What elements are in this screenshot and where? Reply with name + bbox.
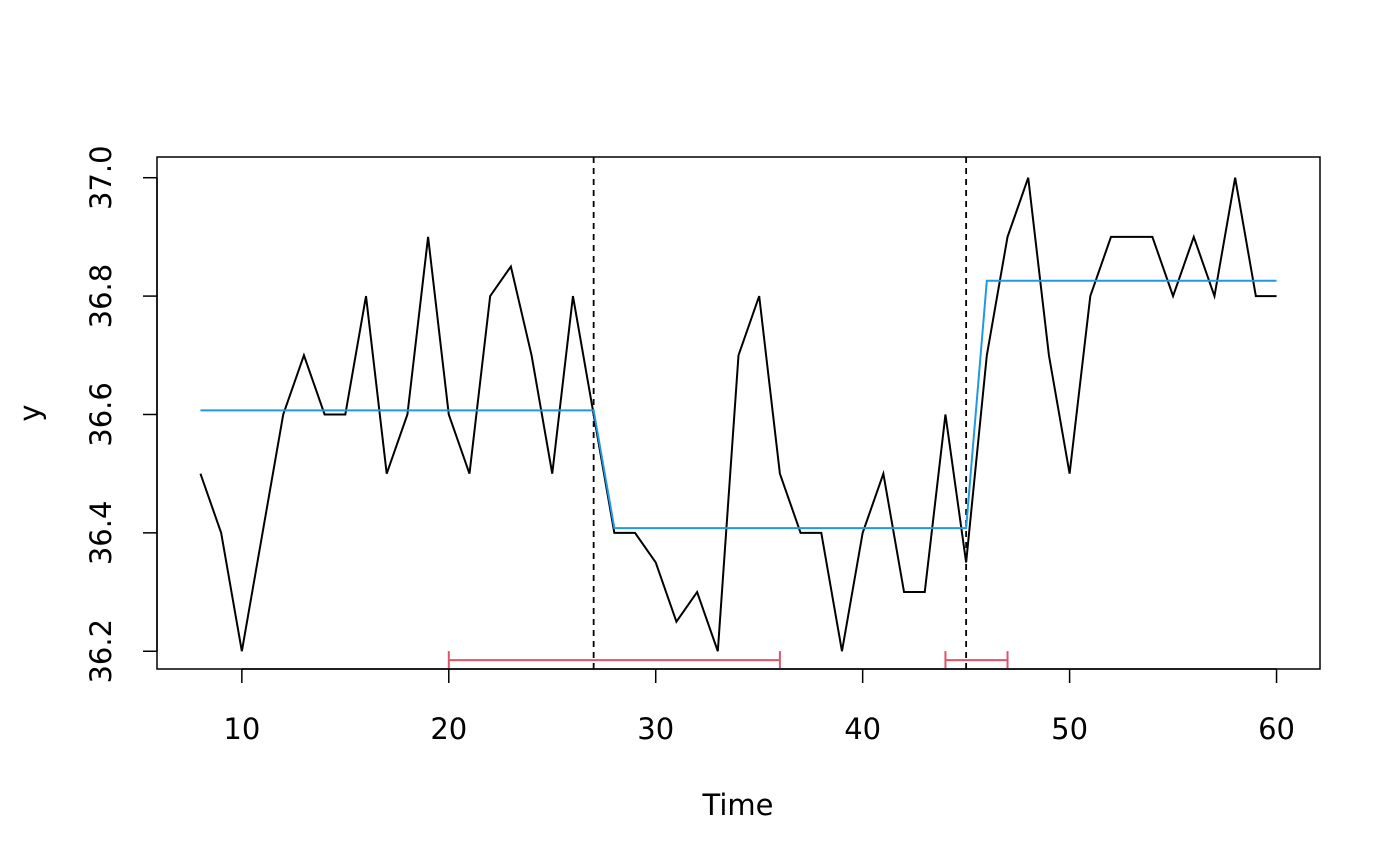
fitted-series-line — [200, 279, 1277, 530]
plot-layer — [199, 157, 1277, 670]
confidence-interval — [447, 651, 781, 670]
x-axis-title: Time — [702, 788, 774, 822]
plot-box — [156, 156, 1321, 670]
y-tick-label: 37.0 — [84, 145, 118, 210]
observed-series-line — [199, 177, 1277, 652]
x-tick-label: 50 — [1051, 712, 1088, 746]
y-axis-title: y — [13, 404, 47, 421]
y-tick-label: 36.2 — [84, 619, 118, 684]
x-tick-label: 60 — [1258, 712, 1295, 746]
x-tick-label: 20 — [430, 712, 467, 746]
x-tick-label: 10 — [223, 712, 260, 746]
y-tick-label: 36.4 — [84, 501, 118, 566]
x-tick-label: 30 — [637, 712, 674, 746]
x-tick-label: 40 — [844, 712, 881, 746]
axis-layer: 10 20 30 40 50 60 36.2 36.4 36.6 36.8 37.0 — [84, 145, 1295, 746]
confidence-interval — [944, 651, 1009, 670]
y-tick-label: 36.6 — [84, 382, 118, 447]
y-tick-label: 36.8 — [84, 264, 118, 329]
